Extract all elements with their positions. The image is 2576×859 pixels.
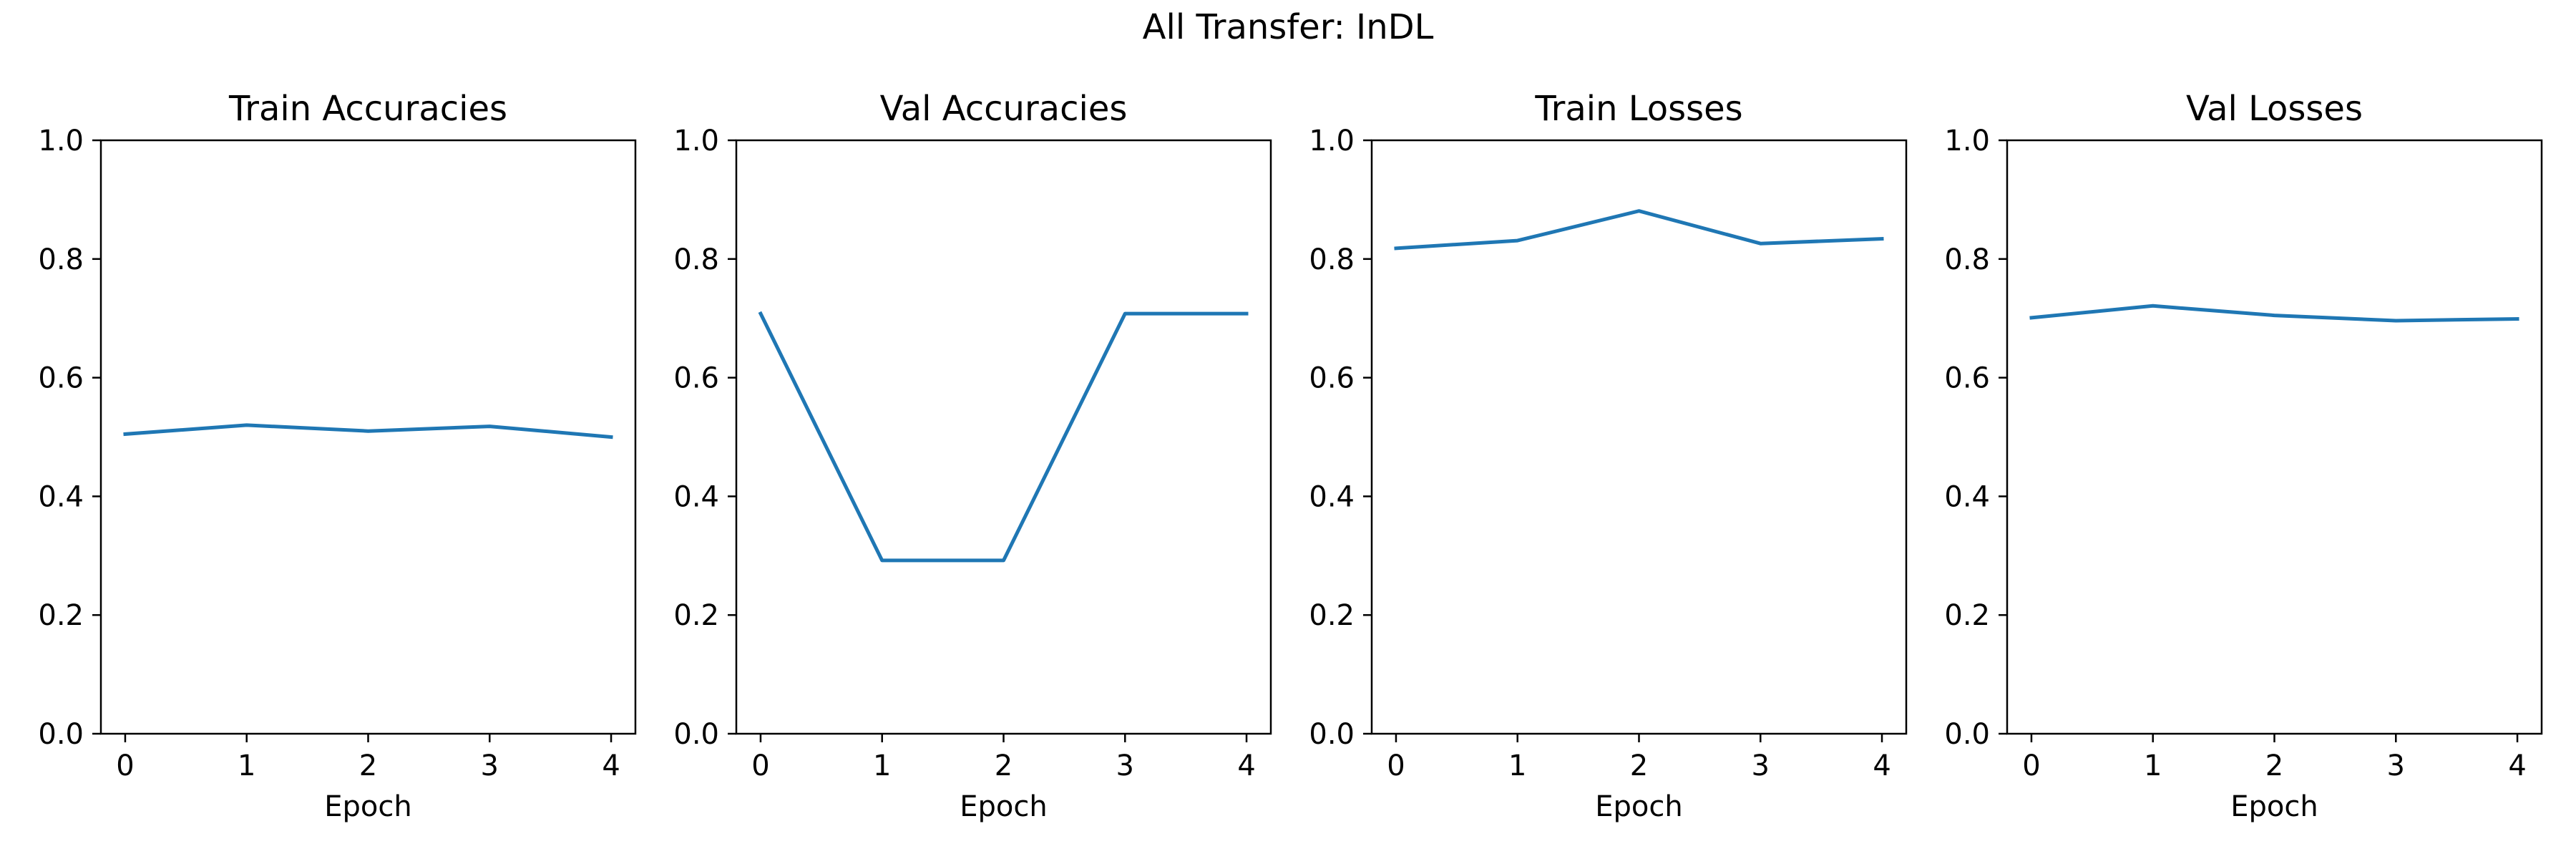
x-axis-label: Epoch	[960, 790, 1047, 823]
x-axis-label: Epoch	[2230, 790, 2318, 823]
series-line	[123, 423, 613, 440]
subplot-title: Val Losses	[2186, 89, 2363, 129]
subplot-title: Train Losses	[1534, 89, 1742, 129]
series-line	[1394, 209, 1884, 251]
subplot-3: Train Losses 0.0 0.2 0.4 0.6 0.8 1.0 0 1 2 3 4 Epoch	[1309, 89, 1908, 823]
y-tick-label: 0.8	[673, 243, 719, 276]
x-tick-label: 1	[2144, 749, 2162, 782]
x-axis-label: Epoch	[324, 790, 411, 823]
y-tick-label: 0.6	[673, 362, 719, 395]
x-tick-label: 1	[238, 749, 255, 782]
y-tick-label: 0.4	[673, 480, 719, 513]
x-tick-label: 4	[2508, 749, 2526, 782]
x-tick-label: 3	[1752, 749, 1770, 782]
x-tick-label: 2	[1630, 749, 1648, 782]
x-tick-label: 1	[1508, 749, 1526, 782]
x-tick-label: 4	[602, 749, 620, 782]
x-axis-label: Epoch	[1595, 790, 1682, 823]
x-tick-label: 3	[2387, 749, 2405, 782]
subplot-2: Val Accuracies 0.0 0.2 0.4 0.6 0.8 1.0 0 1 2 3 4 Epo…	[673, 89, 1272, 823]
y-tick-label: 0.2	[1944, 599, 1990, 632]
x-tick-label: 1	[873, 749, 891, 782]
x-tick-label: 2	[995, 749, 1013, 782]
y-tick-label: 0.0	[1309, 718, 1355, 751]
y-tick-label: 0.0	[1944, 718, 1990, 751]
subplot-4: Val Losses 0.0 0.2 0.4 0.6 0.8 1.0 0 1 2 3 4 Epoch	[1944, 89, 2543, 823]
x-tick-label: 0	[116, 749, 134, 782]
y-tick-label: 0.2	[38, 599, 84, 632]
y-tick-label: 0.6	[38, 362, 84, 395]
y-tick-label: 0.2	[1309, 599, 1355, 632]
y-tick-label: 0.8	[38, 243, 84, 276]
series-line	[758, 311, 1249, 563]
y-tick-label: 1.0	[673, 125, 719, 157]
y-tick-label: 0.8	[1944, 243, 1990, 276]
x-tick-label: 2	[359, 749, 377, 782]
y-tick-label: 0.4	[1309, 480, 1355, 513]
y-tick-label: 1.0	[1309, 125, 1355, 157]
y-tick-label: 0.2	[673, 599, 719, 632]
y-tick-label: 0.4	[38, 480, 84, 513]
y-tick-label: 0.0	[673, 718, 719, 751]
x-tick-label: 0	[2022, 749, 2040, 782]
series-line	[2029, 304, 2519, 323]
subplot-grid: Train Accuracies 0.0 0.2 0.4 0.6 0.8 1.0 0 1 2 3 4 E…	[38, 89, 2543, 823]
x-tick-label: 3	[481, 749, 499, 782]
y-tick-label: 0.6	[1944, 362, 1990, 395]
x-tick-label: 3	[1116, 749, 1134, 782]
y-tick-label: 1.0	[38, 125, 84, 157]
subplot-title: Train Accuracies	[228, 89, 507, 129]
subplot-title: Val Accuracies	[880, 89, 1128, 129]
y-tick-label: 0.6	[1309, 362, 1355, 395]
x-tick-label: 0	[751, 749, 769, 782]
x-tick-label: 4	[1873, 749, 1890, 782]
y-tick-label: 0.8	[1309, 243, 1355, 276]
x-tick-label: 4	[1237, 749, 1255, 782]
y-tick-label: 1.0	[1944, 125, 1990, 157]
subplot-1: Train Accuracies 0.0 0.2 0.4 0.6 0.8 1.0 0 1 2 3 4 E…	[38, 89, 637, 823]
x-tick-label: 0	[1387, 749, 1405, 782]
y-tick-label: 0.0	[38, 718, 84, 751]
x-tick-label: 2	[2265, 749, 2283, 782]
y-tick-label: 0.4	[1944, 480, 1990, 513]
figure-suptitle: All Transfer: InDL	[1143, 7, 1434, 47]
